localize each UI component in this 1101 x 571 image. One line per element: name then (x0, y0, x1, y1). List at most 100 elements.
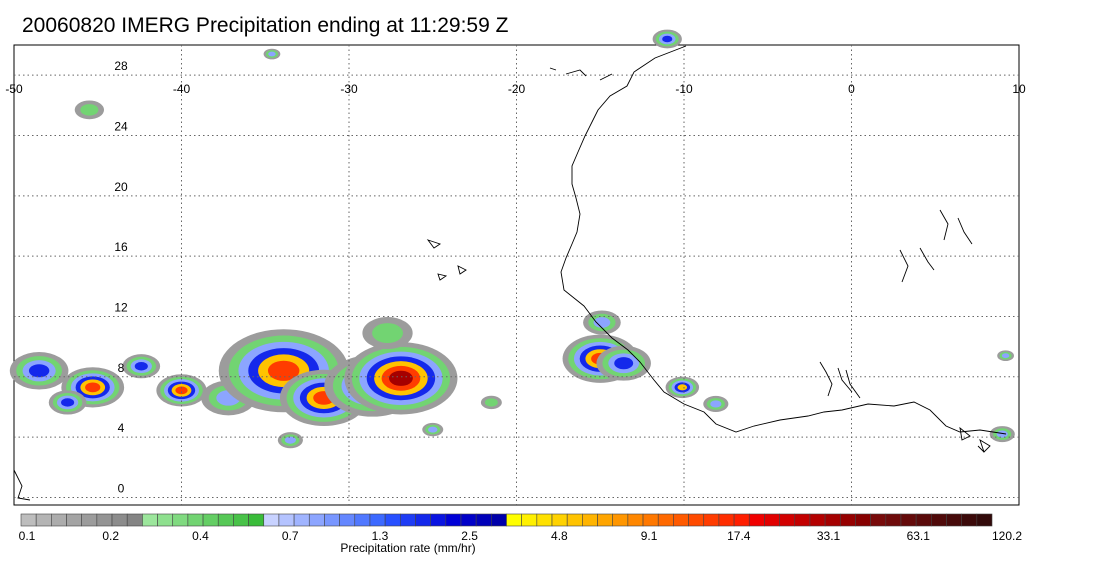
axis-labels: -50 -40 -30 -20 -10 0 10 28 24 20 16 12 8 4 0 (5, 59, 1026, 495)
rain-intensity-ring (996, 430, 1008, 438)
colorbar-swatch (35, 513, 52, 527)
colorbar-swatch (339, 513, 356, 527)
lat-tick-label: 12 (114, 300, 128, 314)
colorbar-swatch (673, 513, 689, 527)
lat-tick-label: 28 (114, 59, 128, 73)
colorbar-tick-label: 9.1 (641, 529, 658, 543)
rain-cell (596, 345, 651, 381)
colorbar-tick-label: 33.1 (817, 529, 841, 543)
colorbar-swatch (946, 513, 962, 527)
lat-tick-label: 20 (114, 180, 128, 194)
colorbar-title: Precipitation rate (mm/hr) (340, 541, 475, 555)
rain-cell (122, 354, 161, 379)
lon-tick-label: -50 (5, 82, 23, 96)
colorbar-swatch (748, 513, 765, 527)
colorbar-swatch (764, 513, 780, 527)
rain-intensity-ring (1001, 353, 1010, 359)
rain-cell (344, 342, 458, 415)
rain-intensity-ring (484, 398, 498, 407)
rain-intensity-ring (28, 364, 50, 378)
colorbar-swatch (369, 513, 386, 527)
colorbar-swatch (430, 513, 447, 527)
colorbar-swatch (733, 513, 750, 527)
rain-intensity-ring (134, 362, 148, 371)
colorbar-swatch (202, 513, 219, 527)
rain-intensity-ring (85, 382, 101, 393)
colorbar-swatch (976, 513, 993, 527)
colorbar-swatch (475, 513, 492, 527)
lat-tick-label: 24 (114, 119, 128, 133)
rain-cell (422, 422, 444, 437)
lon-tick-label: -10 (675, 82, 693, 96)
colorbar-swatch (703, 513, 720, 527)
colorbar-swatch (779, 513, 796, 527)
colorbar-swatch (566, 513, 583, 527)
colorbar-tick-label: 120.2 (992, 529, 1022, 543)
colorbar-swatch (399, 513, 416, 527)
rain-intensity-ring (284, 436, 296, 444)
colorbar-swatch (885, 513, 902, 527)
rain-intensity-ring (80, 104, 99, 116)
rain-cell (263, 48, 281, 60)
rain-cells (9, 29, 1015, 449)
colorbar-tick-label: 1.3 (372, 529, 389, 543)
rain-cell (703, 395, 729, 412)
rain-intensity-ring (662, 35, 673, 43)
colorbar-swatch (961, 513, 978, 527)
rain-intensity-ring (677, 384, 688, 391)
niger-delta-rivers (819, 209, 973, 399)
colorbar-swatch (81, 513, 98, 527)
colorbar-swatch (354, 513, 371, 527)
colorbar-swatch (855, 513, 871, 527)
colorbar-swatch (172, 513, 189, 527)
colorbar-swatch (718, 513, 735, 527)
colorbar-swatch (506, 513, 522, 527)
colorbar-swatch (582, 513, 598, 527)
colorbar-swatch (460, 513, 477, 527)
rain-cell (362, 316, 413, 350)
rain-cell (652, 29, 682, 49)
colorbar-tick-label: 4.8 (551, 529, 568, 543)
colorbar-swatch (293, 513, 310, 527)
rain-cell (277, 432, 303, 449)
colorbar-swatch (248, 513, 265, 527)
colorbar-swatch (324, 513, 340, 527)
rain-cell (74, 100, 105, 120)
colorbar-swatch (915, 513, 932, 527)
colorbar-swatch (521, 513, 538, 527)
lat-tick-label: 16 (114, 240, 128, 254)
lon-tick-label: 10 (1012, 82, 1026, 96)
colorbar-tick-label: 2.5 (461, 529, 478, 543)
colorbar-tick-labels: 0.1 0.2 0.4 0.7 1.3 2.5 4.8 9.1 17.4 33.1 63.1 120.… (19, 529, 1023, 543)
colorbar-swatch (445, 513, 462, 527)
colorbar-swatch (597, 513, 614, 527)
colorbar-swatch (900, 513, 917, 527)
colorbar-swatch (263, 513, 280, 527)
rain-intensity-ring (61, 398, 75, 407)
rain-cell (997, 350, 1014, 362)
colorbar-swatch (809, 513, 826, 527)
colorbar-swatch (217, 513, 234, 527)
colorbar-swatch (384, 513, 401, 527)
lat-tick-label: 4 (118, 421, 125, 435)
rain-cell (665, 376, 700, 399)
colorbar-swatch (824, 513, 841, 527)
lon-tick-label: -30 (340, 82, 358, 96)
colorbar-swatch (278, 513, 295, 527)
rain-intensity-ring (372, 323, 403, 343)
rain-cell (9, 352, 69, 390)
rain-cell (989, 426, 1015, 443)
colorbar-tick-label: 0.2 (102, 529, 119, 543)
lon-tick-label: 0 (848, 82, 855, 96)
rain-cell (156, 374, 207, 407)
coastline (13, 45, 1007, 501)
colorbar-swatch (642, 513, 659, 527)
colorbar-tick-label: 0.1 (19, 529, 36, 543)
colorbar-swatch (187, 513, 204, 527)
colorbar-swatch (551, 513, 568, 527)
rain-intensity-ring (267, 360, 300, 381)
lon-tick-label: -20 (508, 82, 526, 96)
colorbar-swatch (794, 513, 811, 527)
colorbar-swatch (415, 513, 431, 527)
colorbar-swatch (870, 513, 887, 527)
